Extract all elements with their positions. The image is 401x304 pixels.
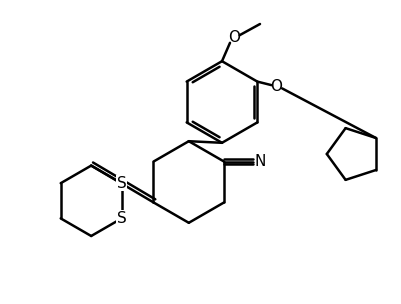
Text: S: S bbox=[117, 211, 126, 226]
Text: O: O bbox=[270, 79, 282, 94]
Text: N: N bbox=[254, 154, 265, 169]
Text: O: O bbox=[227, 30, 239, 46]
Text: S: S bbox=[117, 176, 126, 191]
